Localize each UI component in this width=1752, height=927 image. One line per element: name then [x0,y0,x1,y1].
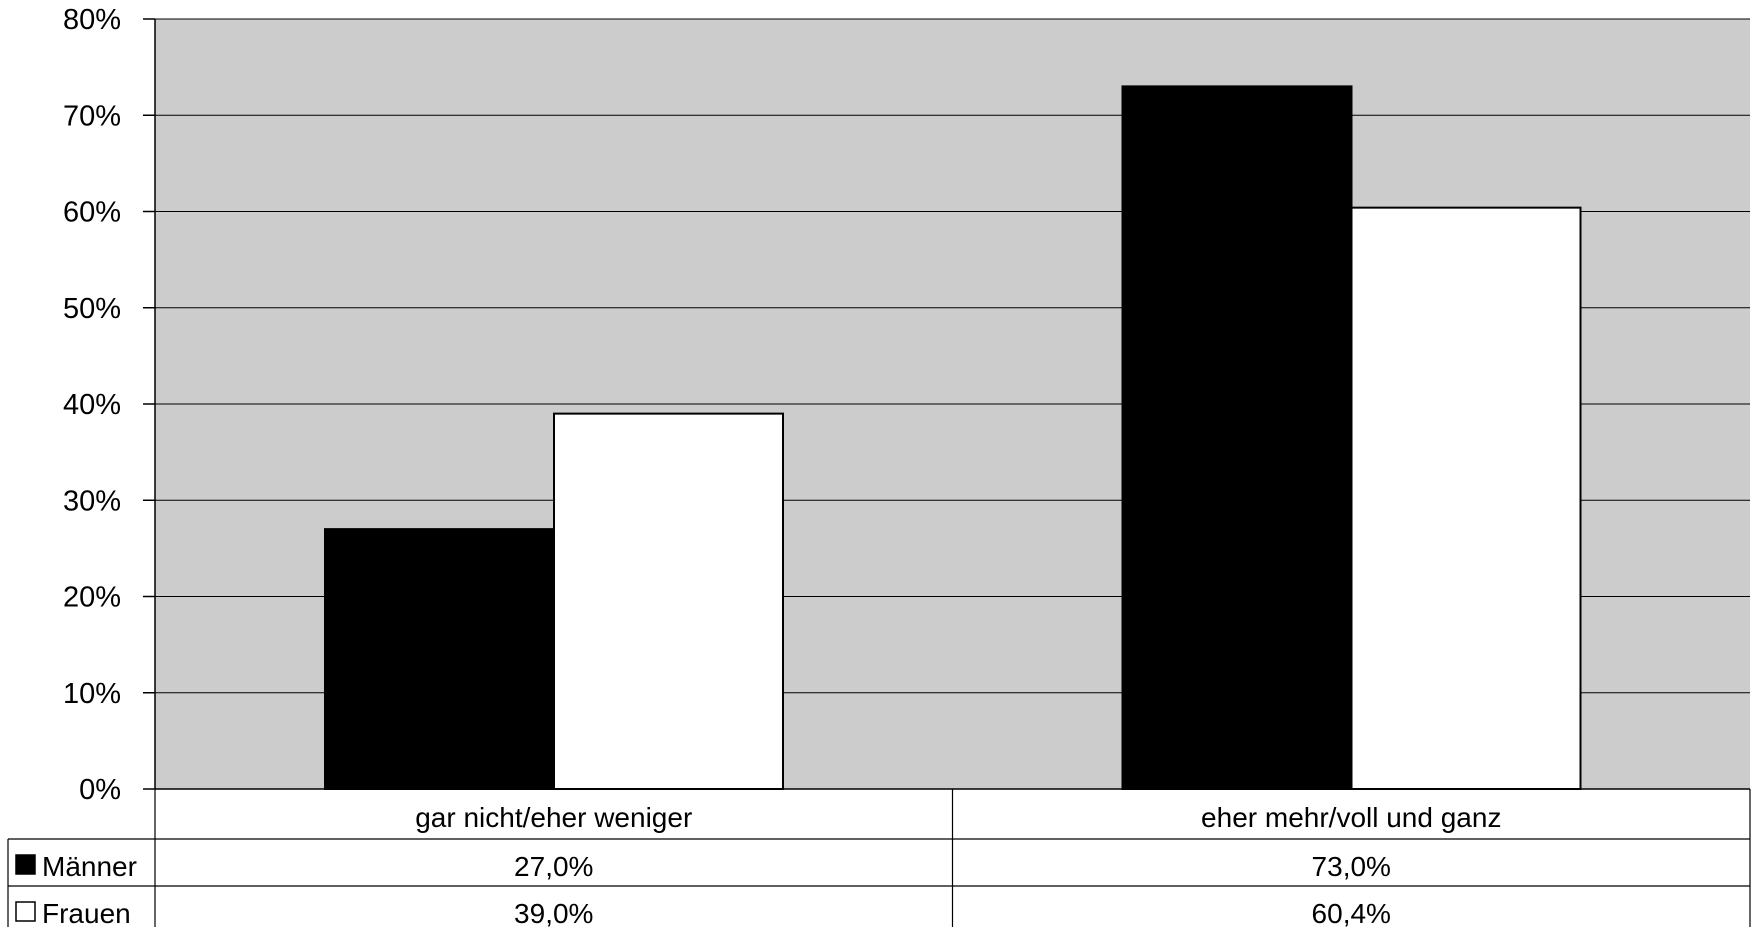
category-label: eher mehr/voll und ganz [1201,802,1501,833]
bars [324,85,1582,790]
y-tick-label: 70% [63,100,121,132]
y-tick-label: 50% [63,293,121,325]
data-table: gar nicht/eher weniger eher mehr/voll und… [7,789,1751,927]
bar-männer [1121,85,1353,790]
category-label: gar nicht/eher weniger [415,802,692,833]
legend-label: Frauen [42,898,131,927]
bar-frauen [553,412,784,790]
data-label: 27,0% [514,851,593,882]
data-label: 60,4% [1312,898,1391,927]
y-tick-label: 30% [63,485,121,517]
y-tick-label: 80% [63,4,121,36]
legend-swatch-frauen [15,901,36,922]
data-label: 73,0% [1312,851,1391,882]
legend-swatch-männer [15,854,36,875]
bar-frauen [1350,206,1582,790]
y-tick-label: 20% [63,582,121,614]
y-tick-label: 0% [79,774,121,806]
y-tick-label: 40% [63,389,121,421]
y-tick-label: 10% [63,678,121,710]
y-tick-label: 60% [63,197,121,229]
data-label: 39,0% [514,898,593,927]
bar-männer [324,528,555,790]
y-tick-labels: 0% 10% 20% 30% 40% 50% 60% 70% 80% [63,4,155,806]
legend-label: Männer [42,851,137,882]
